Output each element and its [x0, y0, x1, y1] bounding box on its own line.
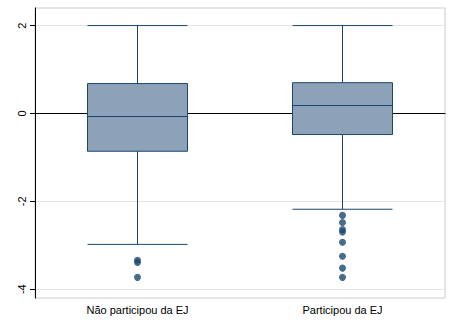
svg-text:-2: -2: [16, 196, 28, 206]
svg-text:-4: -4: [16, 284, 28, 294]
svg-text:Participou da EJ: Participou da EJ: [302, 304, 382, 316]
svg-text:Não participou da EJ: Não participou da EJ: [86, 304, 188, 316]
svg-text:0: 0: [16, 110, 28, 116]
svg-text:2: 2: [16, 23, 28, 29]
